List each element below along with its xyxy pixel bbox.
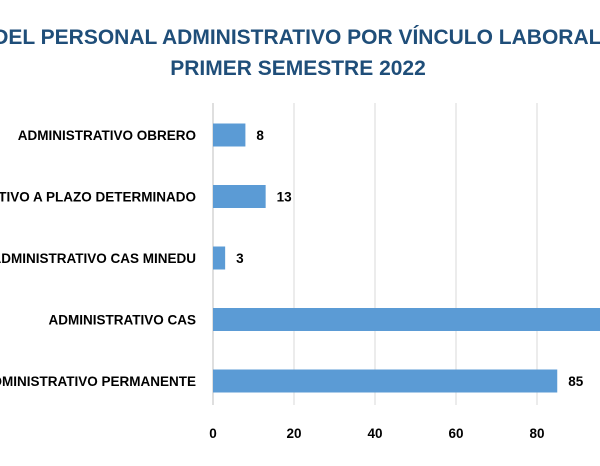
data-label: 3 [236, 251, 244, 266]
chart-title-line-2: PRIMER SEMESTRE 2022 [170, 57, 426, 80]
category-label: ADMINISTRATIVO PERMANENTE [0, 374, 196, 389]
data-label: 13 [277, 190, 293, 205]
chart-title: GRÁFICO DEL PERSONAL ADMINISTRATIVO POR … [0, 26, 600, 80]
category-label: ADMINISTRATIVO OBRERO [18, 128, 196, 143]
x-axis-ticks: 020406080100 [209, 426, 544, 441]
gridlines [212, 103, 538, 405]
bar [213, 246, 226, 270]
chart-title-line-1: GRÁFICO DEL PERSONAL ADMINISTRATIVO POR … [0, 26, 600, 49]
x-tick-label: 40 [367, 426, 382, 441]
data-label: 85 [568, 374, 584, 389]
x-tick-label: 60 [448, 426, 463, 441]
x-tick-label: 0 [209, 426, 217, 441]
category-label: ADMINISTRATIVO A PLAZO DETERMINADO [0, 190, 196, 205]
bar [213, 369, 558, 393]
category-label: ADMINISTRATIVO CAS MINEDU [0, 251, 196, 266]
category-label: ADMINISTRATIVO CAS [49, 313, 197, 328]
bar [213, 123, 246, 147]
bars [213, 123, 600, 393]
category-labels: ADMINISTRATIVO OBRERO ADMINISTRATIVO A PL… [0, 128, 196, 389]
x-tick-label: 80 [529, 426, 544, 441]
x-tick-label: 20 [286, 426, 301, 441]
bar [213, 185, 266, 208]
bar [213, 308, 600, 331]
data-label: 8 [256, 128, 264, 143]
data-labels: 8 13 3 85 [236, 128, 584, 389]
